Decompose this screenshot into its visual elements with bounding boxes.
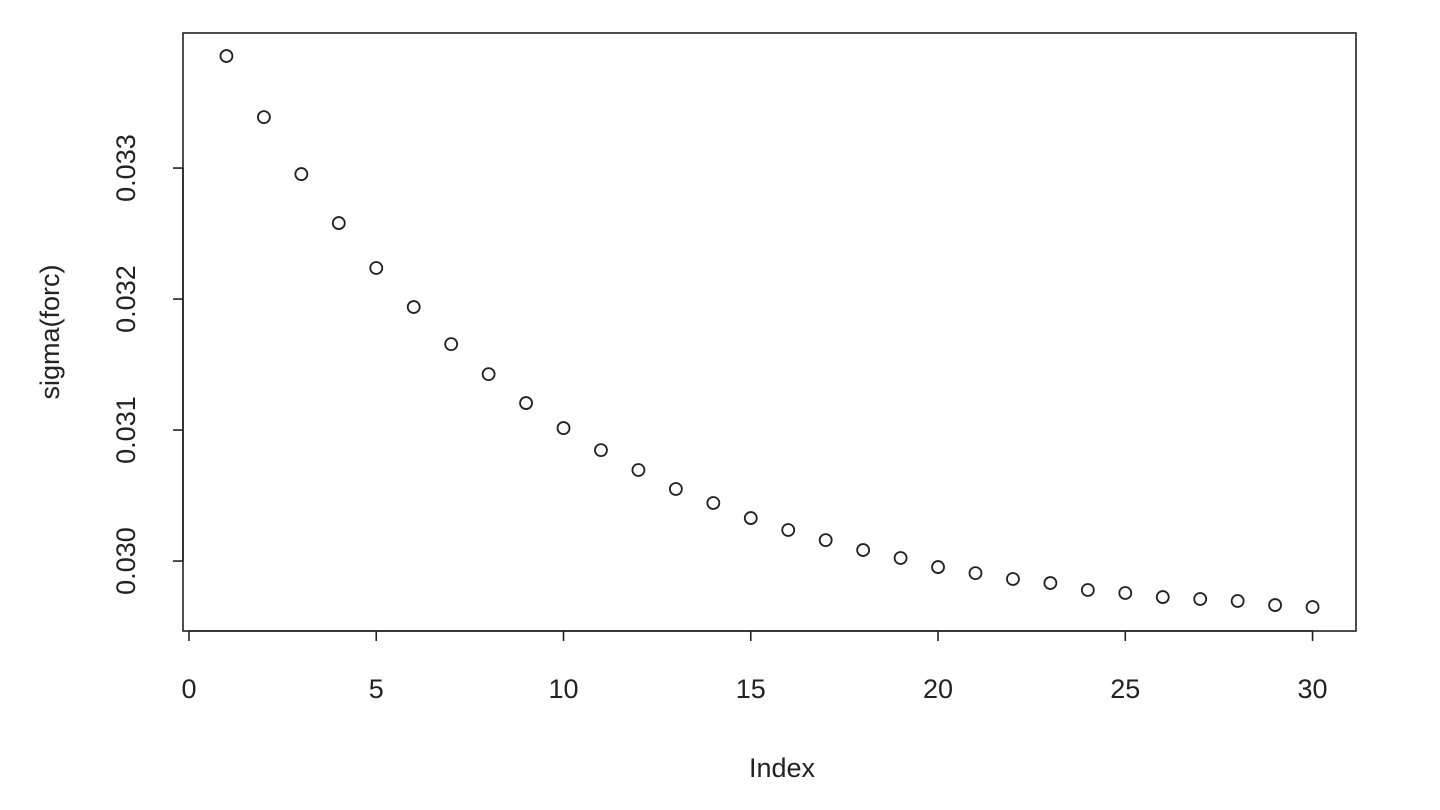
point <box>1080 583 1095 597</box>
point <box>331 216 346 230</box>
x-tick-label: 15 <box>736 674 766 704</box>
x-tick-label: 0 <box>181 674 196 704</box>
point <box>1043 576 1058 590</box>
point <box>856 543 871 557</box>
point <box>668 482 683 496</box>
point <box>893 551 908 565</box>
x-tick-label: 5 <box>369 674 384 704</box>
point <box>406 300 421 314</box>
point <box>219 49 234 63</box>
y-axis-label: sigma(forc) <box>35 264 65 399</box>
point <box>1118 586 1133 600</box>
point <box>968 566 983 580</box>
point <box>1230 594 1245 608</box>
point <box>743 511 758 525</box>
point <box>481 367 496 382</box>
point <box>294 167 309 181</box>
point <box>931 560 945 574</box>
y-tick-label: 0.030 <box>111 527 141 595</box>
plot-box <box>182 32 1357 632</box>
point <box>256 110 271 124</box>
point <box>369 261 384 275</box>
point <box>444 337 459 352</box>
point <box>1006 572 1020 586</box>
x-tick-label: 20 <box>923 674 953 704</box>
point <box>1155 590 1170 604</box>
x-axis-label: Index <box>749 753 816 783</box>
point <box>1193 592 1208 606</box>
point <box>818 533 833 547</box>
point <box>594 443 608 457</box>
point <box>1305 600 1320 614</box>
point <box>706 496 721 510</box>
point <box>519 396 533 410</box>
x-tick-label: 30 <box>1298 674 1328 704</box>
y-tick-label: 0.032 <box>111 265 141 333</box>
y-tick-label: 0.031 <box>111 396 141 464</box>
x-tick-label: 10 <box>548 674 578 704</box>
x-tick-label: 25 <box>1110 674 1140 704</box>
point <box>1268 598 1283 612</box>
point <box>781 523 796 537</box>
point <box>631 463 646 477</box>
point <box>556 421 571 435</box>
y-tick-label: 0.033 <box>111 134 141 202</box>
